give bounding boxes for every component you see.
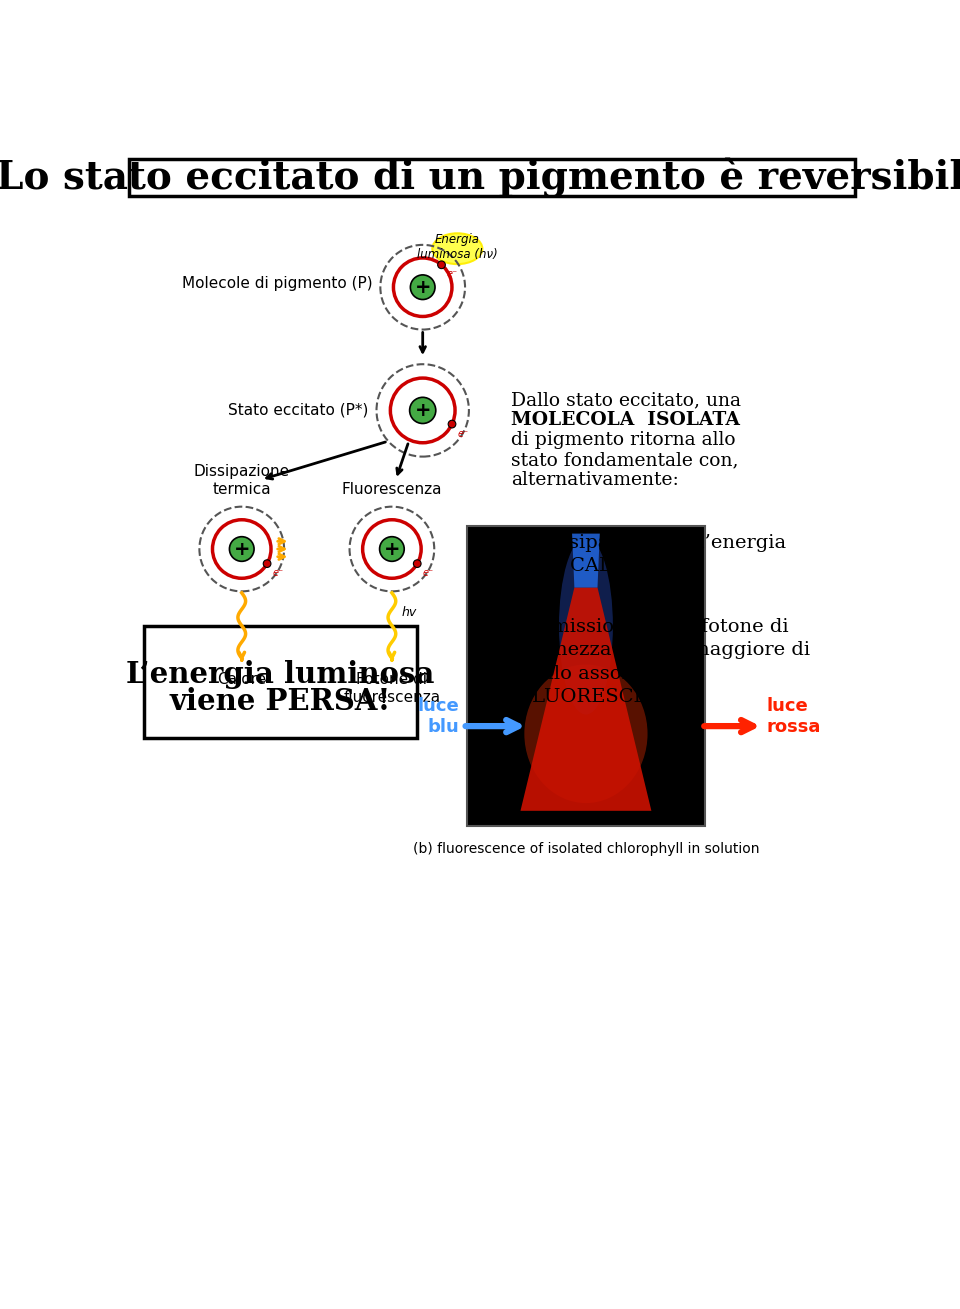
Text: Molecole di pigmento (P): Molecole di pigmento (P) (182, 276, 372, 291)
Circle shape (379, 537, 404, 562)
Text: Dallo stato eccitato, una: Dallo stato eccitato, una (512, 391, 741, 410)
Text: e⁻: e⁻ (457, 428, 468, 439)
Text: 2) Emissione di un fotone di: 2) Emissione di un fotone di (512, 618, 789, 636)
Text: Fluorescenza: Fluorescenza (342, 482, 443, 496)
Circle shape (448, 420, 456, 428)
Text: e⁻: e⁻ (422, 568, 434, 579)
Text: Calore: Calore (217, 673, 266, 687)
Text: 1) Dissipazione dell’energia: 1) Dissipazione dell’energia (512, 534, 786, 552)
Text: quello assorbito: quello assorbito (512, 665, 669, 682)
Circle shape (263, 560, 271, 568)
Text: e⁻: e⁻ (447, 270, 458, 279)
Ellipse shape (559, 538, 612, 715)
Text: viene PERSA!: viene PERSA! (170, 687, 391, 716)
Text: Dissipazione
termica: Dissipazione termica (194, 465, 290, 496)
Text: +: + (415, 278, 431, 297)
Polygon shape (520, 588, 652, 810)
Text: +: + (233, 539, 250, 559)
Text: come CALORE: come CALORE (512, 556, 658, 575)
Text: Lo stato eccitato di un pigmento è reversibile: Lo stato eccitato di un pigmento è rever… (0, 158, 960, 198)
Text: alternativamente:: alternativamente: (512, 471, 679, 490)
Text: MOLECOLA  ISOLATA: MOLECOLA ISOLATA (512, 411, 740, 429)
Bar (129, 160, 855, 196)
Text: +: + (415, 401, 431, 420)
Text: Fotone di
fluorescenza: Fotone di fluorescenza (344, 673, 441, 704)
Bar (144, 626, 418, 738)
Text: luce
blu: luce blu (418, 698, 459, 736)
Text: e⁻: e⁻ (273, 568, 283, 579)
Text: Stato eccitato (P*): Stato eccitato (P*) (228, 403, 369, 418)
Ellipse shape (432, 233, 482, 264)
Ellipse shape (524, 665, 648, 804)
Circle shape (438, 260, 445, 268)
Circle shape (414, 560, 421, 568)
Text: (b) fluorescence of isolated chlorophyll in solution: (b) fluorescence of isolated chlorophyll… (413, 842, 759, 856)
Circle shape (410, 275, 435, 300)
Text: +: + (384, 539, 400, 559)
Text: (FLUORESCENZA): (FLUORESCENZA) (512, 687, 700, 706)
Text: L’energia luminosa: L’energia luminosa (126, 660, 435, 689)
Polygon shape (572, 534, 600, 588)
Text: Energia
luminosa (hν): Energia luminosa (hν) (417, 233, 497, 262)
Text: stato fondamentale con,: stato fondamentale con, (512, 452, 739, 469)
Text: lunghezza d’onda maggiore di: lunghezza d’onda maggiore di (512, 641, 810, 660)
Text: luce
rossa: luce rossa (767, 698, 821, 736)
Circle shape (229, 537, 254, 562)
Bar (467, 526, 706, 826)
Text: hv: hv (401, 606, 417, 619)
Circle shape (410, 398, 436, 424)
Text: di pigmento ritorna allo: di pigmento ritorna allo (512, 431, 736, 449)
